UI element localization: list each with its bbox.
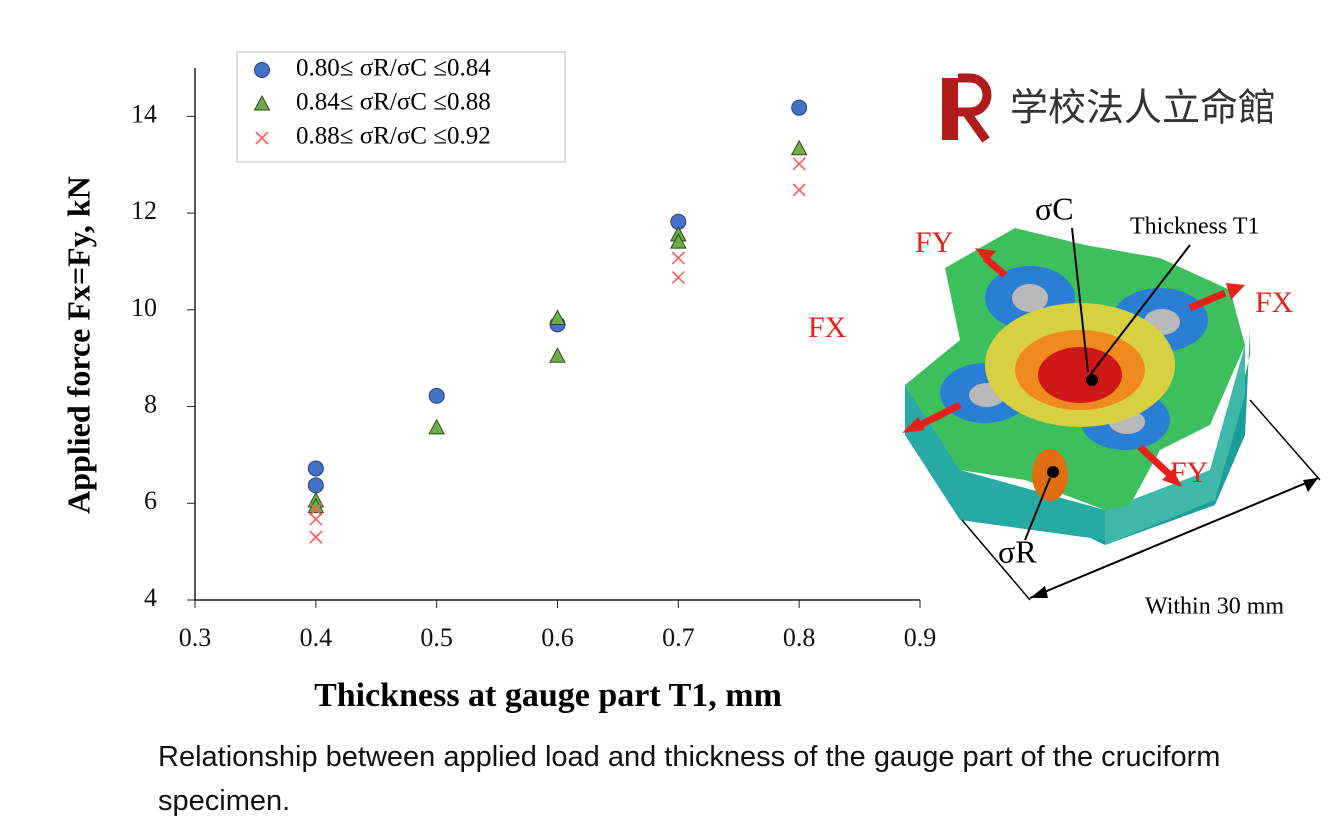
data-point	[308, 478, 323, 493]
data-point	[550, 311, 565, 325]
x-tick-label: 0.4	[300, 623, 333, 652]
x-tick-label: 0.6	[541, 623, 574, 652]
data-point	[429, 388, 444, 403]
fy-label: FY	[915, 226, 953, 259]
y-tick-label: 8	[144, 390, 157, 419]
caption: Relationship between applied load and th…	[158, 735, 1298, 823]
x-tick-label: 0.8	[783, 623, 816, 652]
sigma-c-label: σC	[1035, 190, 1074, 226]
legend-label: 0.80≤ σR/σC ≤0.84	[296, 55, 491, 82]
data-point	[310, 513, 322, 525]
thickness-label: Thickness T1	[1130, 214, 1260, 240]
sigma-r-label: σR	[998, 533, 1037, 569]
fx-label: FX	[1255, 286, 1294, 319]
data-point	[793, 158, 805, 170]
fy-label: FY	[1170, 456, 1208, 489]
data-point	[792, 141, 807, 155]
x-tick-label: 0.9	[904, 623, 937, 652]
y-tick-label: 14	[131, 99, 157, 128]
specimen-illustration	[902, 78, 1320, 600]
data-point	[672, 271, 684, 283]
data-point	[429, 420, 444, 434]
y-axis-label: Applied force Fx=Fy, kN	[60, 176, 96, 514]
data-point	[310, 531, 322, 543]
y-tick-label: 6	[144, 486, 157, 515]
data-point	[792, 100, 807, 115]
page: R 学校法人立命館 σC Thickness T1 FY FX FX FY σR…	[0, 0, 1336, 828]
legend-label: 0.84≤ σR/σC ≤0.88	[296, 89, 491, 116]
x-tick-label: 0.3	[179, 623, 212, 652]
fx-label: FX	[808, 311, 847, 344]
x-tick-label: 0.5	[420, 623, 453, 652]
width-label: Within 30 mm	[1145, 594, 1284, 620]
y-tick-label: 10	[131, 293, 157, 322]
y-tick-label: 4	[144, 583, 157, 612]
data-point	[793, 184, 805, 196]
x-axis-label: Thickness at gauge part T1, mm	[314, 677, 782, 714]
x-tick-label: 0.7	[662, 623, 695, 652]
data-point	[308, 461, 323, 476]
data-point	[672, 252, 684, 264]
chart: R 学校法人立命館 σC Thickness T1 FY FX FX FY σR…	[0, 0, 1336, 730]
legend-label: 0.88≤ σR/σC ≤0.92	[296, 123, 491, 150]
y-tick-label: 12	[131, 196, 157, 225]
legend-marker	[255, 63, 270, 78]
logo-text: 学校法人立命館	[1010, 88, 1276, 130]
data-point	[550, 348, 565, 362]
